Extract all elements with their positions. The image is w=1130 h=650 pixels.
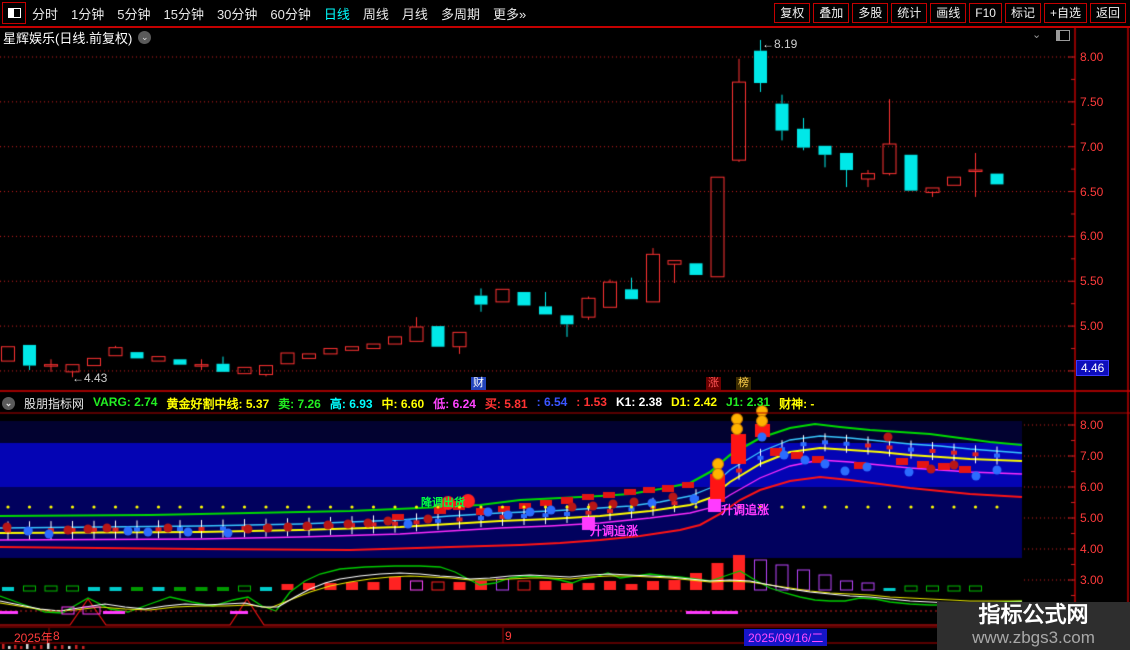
signal-text-0: 降调出货 bbox=[421, 497, 465, 509]
toolbar-button-多股[interactable]: 多股 bbox=[852, 3, 889, 23]
price-label-6.50: 6.50 bbox=[1080, 184, 1104, 199]
price-label-7.00: 7.00 bbox=[1080, 139, 1104, 154]
status-segment-8: : 1.53 bbox=[576, 394, 607, 409]
status-segment-1: 黄金好割中线: 5.37 bbox=[166, 396, 270, 411]
site-label: 股朋指标网 bbox=[24, 396, 85, 411]
status-segment-5: 低: 6.24 bbox=[433, 396, 476, 411]
toolbar-button-F10[interactable]: F10 bbox=[969, 3, 1002, 23]
status-segment-10: D1: 2.42 bbox=[671, 394, 718, 409]
menu-item-1分钟[interactable]: 1分钟 bbox=[71, 6, 105, 22]
stock-title: 星辉娱乐(日线.前复权) bbox=[3, 31, 133, 46]
title-dropdown-icon[interactable]: ⌄ bbox=[138, 31, 152, 44]
status-segment-12: 财神: - bbox=[779, 396, 815, 411]
pane-tab-cai[interactable]: 财 bbox=[471, 377, 486, 390]
pane-tab-zhang[interactable]: 涨 bbox=[706, 377, 721, 390]
status-segment-11: J1: 2.31 bbox=[726, 394, 771, 409]
status-segment-7: : 6.54 bbox=[536, 394, 568, 409]
period-menu: 分时 1分钟 5分钟 15分钟 30分钟 60分钟 日线 周线 月线 多周期 更多» bbox=[32, 0, 526, 26]
sub-label-5.00: 5.00 bbox=[1080, 511, 1104, 525]
menu-item-15分钟[interactable]: 15分钟 bbox=[163, 6, 204, 22]
menu-item-分时[interactable]: 分时 bbox=[32, 6, 59, 22]
layout-toggle-button[interactable] bbox=[2, 2, 26, 24]
toolbar-button-复权[interactable]: 复权 bbox=[774, 3, 811, 23]
sub-label-4.00: 4.00 bbox=[1080, 542, 1104, 556]
indicator-status-bar: ⌄ 股朋指标网 VARG: 2.74 黄金好割中线: 5.37 卖: 7.26 高: … bbox=[2, 394, 1072, 412]
watermark-title: 指标公式网 bbox=[978, 602, 1089, 627]
signal-text-1: 升调追涨 bbox=[590, 524, 639, 538]
status-segment-6: 买: 5.81 bbox=[484, 396, 528, 411]
toolbar-button-统计[interactable]: 统计 bbox=[891, 3, 928, 23]
toolbar-button-+自选[interactable]: +自选 bbox=[1043, 3, 1087, 23]
price-label-5.00: 5.00 bbox=[1080, 319, 1104, 334]
sub-label-6.00: 6.00 bbox=[1080, 480, 1104, 494]
watermark: 指标公式网 www.zbgs3.com bbox=[937, 602, 1130, 650]
indicator-values: VARG: 2.74 黄金好割中线: 5.37 卖: 7.26 高: 6.93 中: 6… bbox=[93, 395, 814, 412]
indicator-collapse-icon[interactable]: ⌄ bbox=[2, 396, 15, 410]
sub-label-7.00: 7.00 bbox=[1080, 449, 1104, 463]
menu-item-60分钟[interactable]: 60分钟 bbox=[270, 6, 311, 22]
price-label-6.00: 6.00 bbox=[1080, 229, 1104, 244]
toolbar-button-画线[interactable]: 画线 bbox=[930, 3, 967, 23]
menu-item-5分钟[interactable]: 5分钟 bbox=[117, 6, 151, 22]
menu-item-日线[interactable]: 日线 bbox=[323, 6, 350, 22]
time-axis-month-9: 9 bbox=[505, 629, 512, 643]
toolbar-buttons: 复权 叠加 多股 统计 画线 F10 标记 +自选 返回 bbox=[774, 2, 1126, 24]
top-toolbar: 分时 1分钟 5分钟 15分钟 30分钟 60分钟 日线 周线 月线 多周期 更多» 复权 叠加 多股统… bbox=[0, 0, 1130, 28]
pane-tab-bang[interactable]: 榜 bbox=[736, 377, 751, 390]
status-segment-4: 中: 6.60 bbox=[381, 396, 425, 411]
menu-item-30分钟[interactable]: 30分钟 bbox=[216, 6, 258, 22]
menu-item-更多»[interactable]: 更多» bbox=[492, 6, 527, 22]
pane-layout-icon[interactable] bbox=[1056, 30, 1070, 44]
toolbar-button-叠加[interactable]: 叠加 bbox=[813, 3, 850, 23]
time-axis-year: 2025年 bbox=[14, 631, 53, 645]
title-row: 星辉娱乐(日线.前复权) ⌄ bbox=[3, 28, 152, 47]
price-label-8.00: 8.00 bbox=[1080, 50, 1104, 64]
price-label-5.50: 5.50 bbox=[1080, 274, 1104, 289]
price-label-7.50: 7.50 bbox=[1080, 94, 1104, 109]
signal-text-2: 升调追涨 bbox=[721, 503, 770, 517]
sub-label-8.00: 8.00 bbox=[1080, 418, 1104, 432]
status-segment-2: 卖: 7.26 bbox=[278, 396, 321, 411]
menu-item-多周期[interactable]: 多周期 bbox=[440, 6, 480, 22]
sub-label-3.00: 3.00 bbox=[1080, 573, 1104, 587]
toolbar-button-标记[interactable]: 标记 bbox=[1004, 3, 1041, 23]
status-segment-9: K1: 2.38 bbox=[615, 394, 663, 409]
current-price-badge: 4.46 bbox=[1076, 360, 1110, 376]
time-axis-month-8: 8 bbox=[53, 629, 60, 643]
status-segment-3: 高: 6.93 bbox=[329, 396, 373, 411]
pane-collapse-icon[interactable]: ⌄ bbox=[1032, 29, 1042, 41]
split-view-icon bbox=[7, 8, 21, 18]
toolbar-button-返回[interactable]: 返回 bbox=[1089, 3, 1126, 23]
status-segment-0: VARG: 2.74 bbox=[93, 394, 158, 409]
low-annotation: ←4.43 bbox=[72, 371, 108, 385]
menu-item-周线[interactable]: 周线 bbox=[362, 6, 389, 22]
high-annotation: ←8.19 bbox=[762, 37, 798, 51]
watermark-url: www.zbgs3.com bbox=[972, 628, 1095, 647]
time-axis-current-date: 2025/09/16/二 bbox=[744, 629, 828, 646]
menu-item-月线[interactable]: 月线 bbox=[401, 6, 428, 22]
